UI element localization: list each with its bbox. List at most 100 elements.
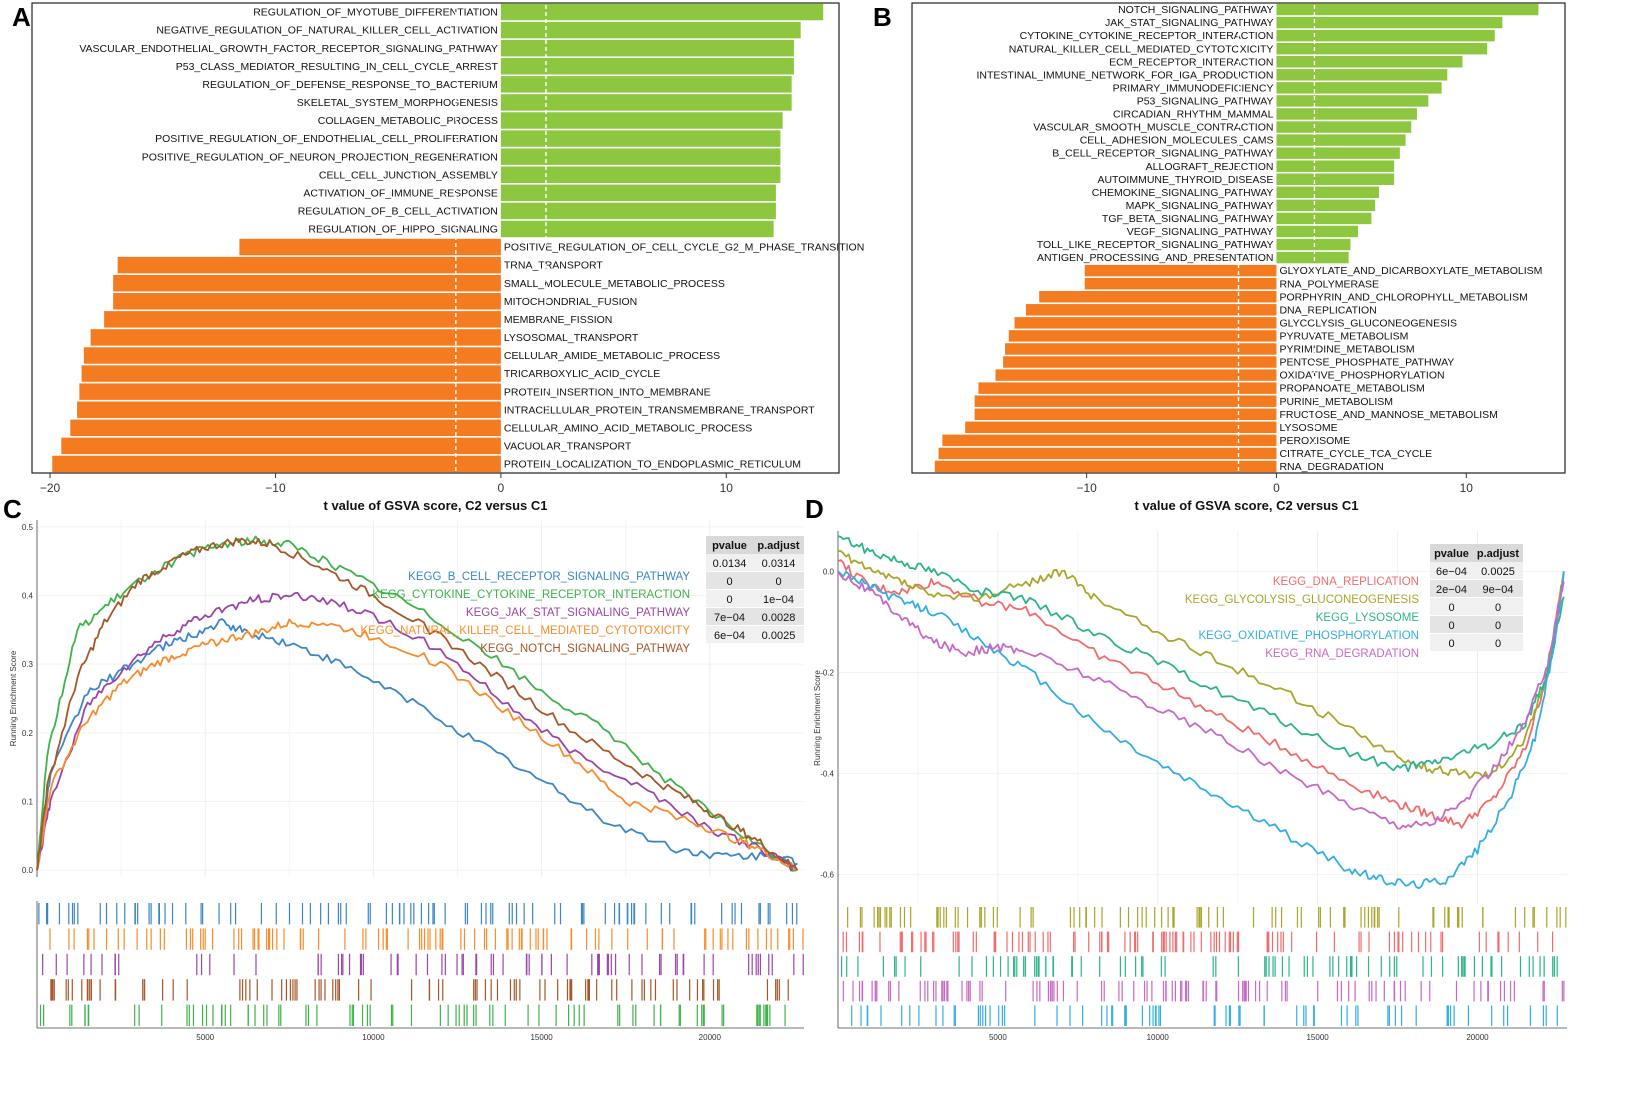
bar-label: MAPK_SIGNALING_PATHWAY [1126, 200, 1274, 212]
x-axis-title: t value of GSVA score, C2 versus C1 [1135, 498, 1359, 513]
series-line [36, 618, 798, 871]
panel-d: D 0.0 -0.2 -0.4 -0.6 Running Enrichment Score… [805, 494, 1567, 1042]
table-row [1430, 616, 1523, 633]
table-cell: 0 [1448, 620, 1454, 632]
table-cell: 2e−04 [1436, 584, 1467, 596]
table-cell: 0 [1448, 602, 1454, 614]
bar-label: CIRCADIAN_RHYTHM_MAMMAL [1113, 109, 1274, 121]
x-tick-label: 15000 [530, 1033, 553, 1042]
bar [500, 3, 824, 21]
bar [1005, 343, 1277, 355]
bar-label: PYRUVATE_METABOLISM [1279, 331, 1408, 343]
bar-label: REGULATION_OF_B_CELL_ACTIVATION [298, 205, 498, 217]
bar [1276, 160, 1395, 172]
bar [1276, 121, 1412, 133]
bar-label: P53_SIGNALING_PATHWAY [1137, 96, 1274, 108]
bar-label: ANTIGEN_PROCESSING_AND_PRESENTATION [1037, 252, 1274, 264]
table-cell: 0 [1448, 638, 1454, 650]
x-tick-label: −20 [40, 481, 61, 495]
bar-label: POSITIVE_REGULATION_OF_CELL_CYCLE_G2_M_P… [504, 242, 864, 254]
bar-label: CELLULAR_AMIDE_METABOLIC_PROCESS [504, 350, 720, 362]
x-tick-label: 10000 [362, 1033, 385, 1042]
table-row [706, 554, 804, 571]
y-tick-label: -0.6 [820, 871, 834, 880]
table-header: p.adjust [1477, 548, 1520, 560]
bar [104, 311, 501, 328]
bar [500, 58, 794, 75]
bar [500, 202, 776, 220]
bar-label: LYSOSOMAL_TRANSPORT [504, 332, 639, 344]
bar [1003, 356, 1277, 368]
bar-label: TRICARBOXYLIC_ACID_CYCLE [504, 368, 660, 380]
bar [90, 329, 501, 346]
series-line [36, 537, 799, 871]
table-header: pvalue [712, 540, 747, 552]
table-cell: 0.0025 [762, 630, 796, 642]
x-tick-label: 20000 [699, 1033, 722, 1042]
series-line [36, 592, 799, 872]
bar [500, 76, 792, 93]
table-cell: 0.0134 [713, 558, 747, 570]
bar-label: MITOCHONDRIAL_FUSION [504, 296, 637, 308]
bar-label: REGULATION_OF_DEFENSE_RESPONSE_TO_BACTER… [202, 79, 497, 91]
bar [1276, 147, 1400, 159]
bar-label: CELL_ADHESION_MOLECULES_CAMS [1080, 135, 1274, 147]
x-tick-label: 10 [1460, 481, 1474, 495]
bar-label: FRUCTOSE_AND_MANNOSE_METABOLISM [1279, 409, 1497, 421]
bar-label: INTRACELLULAR_PROTEIN_TRANSMEMBRANE_TRAN… [504, 404, 815, 416]
bar [500, 130, 781, 147]
bar-label: AUTOIMMUNE_THYROID_DISEASE [1097, 174, 1273, 186]
table-cell: 0.0314 [762, 558, 796, 570]
bar-label: PYRIMIDINE_METABOLISM [1279, 344, 1414, 356]
table-header-bg [1430, 544, 1523, 562]
table-cell: 6e−04 [714, 630, 745, 642]
y-axis-title: Running Enrichment Score [813, 670, 822, 766]
bar-label: PROTEIN_INSERTION_INTO_MEMBRANE [504, 386, 711, 398]
bar [113, 274, 501, 292]
table-cell: 0 [1495, 620, 1501, 632]
table-row [1430, 580, 1523, 597]
bar [1014, 317, 1277, 329]
table-row [1430, 634, 1523, 651]
x-tick-label: 0 [498, 481, 505, 495]
bar [974, 408, 1277, 420]
table-row [706, 626, 804, 643]
table-cell: 0.0028 [762, 612, 796, 624]
table-header: pvalue [1434, 548, 1469, 560]
bar [1276, 3, 1539, 16]
bar-label: LYSOSOME [1279, 422, 1337, 434]
table-header-bg [706, 536, 804, 554]
bar [1276, 95, 1429, 107]
bar-label: TOLL_LIKE_RECEPTOR_SIGNALING_PATHWAY [1037, 239, 1274, 251]
bar [61, 437, 501, 455]
bar [934, 460, 1277, 473]
bar [978, 382, 1277, 394]
x-tick-label: 20000 [1466, 1033, 1489, 1042]
bar-label: GLYOXYLATE_AND_DICARBOXYLATE_METABOLISM [1279, 265, 1542, 277]
bar-label: PROPANOATE_METABOLISM [1279, 383, 1424, 395]
bar [1276, 29, 1495, 42]
table-cell: 7e−04 [714, 612, 745, 624]
bar-label: ECM_RECEPTOR_INTERACTION [1109, 56, 1273, 68]
bar-label: PENTOSE_PHOSPHATE_PATHWAY [1279, 357, 1454, 369]
y-tick-label: 0.1 [22, 797, 34, 806]
bar-label: TGF_BETA_SIGNALING_PATHWAY [1102, 213, 1274, 225]
legend-entry: KEGG_LYSOSOME [1316, 612, 1420, 624]
series-line [837, 535, 1565, 773]
bar [239, 238, 501, 256]
bar [79, 383, 501, 400]
bar-label: INTESTINAL_IMMUNE_NETWORK_FOR_IGA_PRODUC… [977, 69, 1274, 81]
bar-label: CELLULAR_AMINO_ACID_METABOLIC_PROCESS [504, 422, 752, 434]
bar [117, 256, 501, 274]
bar [995, 369, 1277, 381]
bar-label: VACUOLAR_TRANSPORT [504, 440, 632, 452]
x-tick-label: −10 [265, 481, 286, 495]
bar [1276, 212, 1372, 225]
legend-entry: KEGG_OXIDATIVE_PHOSPHORYLATION [1199, 630, 1419, 642]
bar-label: DNA_REPLICATION [1279, 304, 1376, 316]
table-cell: 6e−04 [1436, 566, 1467, 578]
bar-label: NEGATIVE_REGULATION_OF_NATURAL_KILLER_CE… [156, 25, 498, 37]
legend-entry: KEGG_GLYCOLYSIS_GLUCONEOGENESIS [1185, 594, 1419, 606]
series-line [837, 570, 1565, 890]
